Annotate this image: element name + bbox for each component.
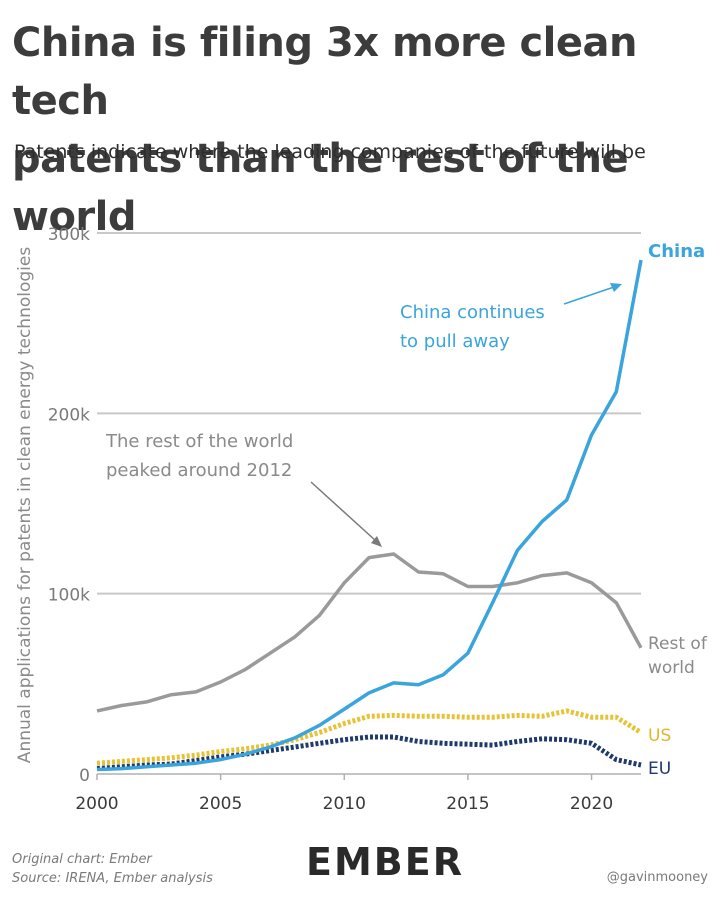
x-tick-labels: 2000 2005 2010 2015 2020 — [75, 774, 613, 814]
series-label-eu: EU — [648, 759, 671, 779]
series-label-china: China — [648, 241, 705, 262]
annotation-china-line-2: to pull away — [400, 331, 510, 352]
y-tick-label: 100k — [48, 586, 90, 606]
series-label-us: US — [648, 726, 671, 746]
y-tick-labels: 0 100k 200k 300k — [48, 225, 90, 786]
series-line-rest-of-world — [96, 552, 643, 713]
line-chart: 0 100k 200k 300k 2000 2005 2010 2015 2020 Annua… — [15, 225, 708, 814]
footer-source-text: Source: IRENA, Ember analysis — [12, 871, 213, 886]
page-subtitle: Patents indicate where the leading compa… — [14, 141, 646, 163]
series-label-rest-of-world-line-2: world — [648, 658, 695, 678]
series-line-china — [96, 259, 643, 772]
footer-source: Original chart: Ember Source: IRENA, Emb… — [12, 850, 213, 888]
annotation-row-line-2: peaked around 2012 — [106, 460, 292, 481]
y-tick-label: 200k — [48, 405, 90, 425]
footer-credit: @gavinmooney — [606, 870, 708, 885]
x-tick-label: 2015 — [446, 794, 489, 814]
y-axis-label: Annual applications for patents in clean… — [15, 247, 35, 764]
annotation-row-line-1: The rest of the world — [105, 431, 293, 452]
title-line-2: patents than the rest of the world — [12, 136, 629, 240]
x-tick-label: 2020 — [570, 794, 613, 814]
footer-original-chart: Original chart: Ember — [12, 852, 152, 867]
series-line-eu — [96, 734, 642, 772]
series-lines — [96, 259, 643, 772]
grid-lines — [97, 232, 641, 775]
y-tick-label: 300k — [48, 225, 90, 245]
page-title: China is filing 3x more clean tech paten… — [12, 14, 712, 246]
annotation-row-arrow — [310, 481, 377, 542]
annotation-china-line-1: China continues — [400, 302, 545, 323]
x-tick-label: 2005 — [199, 794, 242, 814]
ember-logo: EMBER — [306, 840, 464, 884]
series-label-rest-of-world-line-1: Rest of — [648, 634, 708, 654]
annotation-row-arrowhead-icon — [371, 536, 382, 547]
x-tick-label: 2000 — [75, 794, 118, 814]
title-line-1: China is filing 3x more clean tech — [12, 20, 637, 124]
annotation-china-arrow — [563, 286, 615, 305]
annotation-china-arrowhead-icon — [610, 283, 622, 292]
y-tick-label: 0 — [79, 766, 90, 786]
x-tick-label: 2010 — [323, 794, 366, 814]
series-line-us — [96, 708, 643, 766]
